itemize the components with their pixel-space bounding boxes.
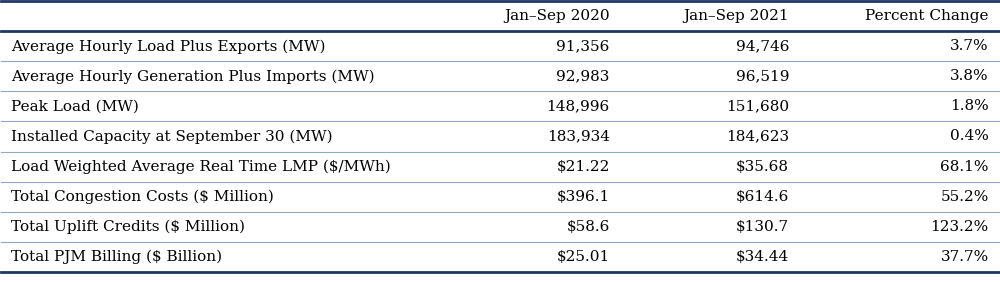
Text: Total Congestion Costs ($ Million): Total Congestion Costs ($ Million) — [11, 189, 274, 204]
Text: $130.7: $130.7 — [736, 220, 789, 233]
Text: Total PJM Billing ($ Billion): Total PJM Billing ($ Billion) — [11, 249, 222, 264]
Text: 96,519: 96,519 — [736, 69, 789, 83]
Text: 55.2%: 55.2% — [940, 190, 989, 204]
Text: 148,996: 148,996 — [546, 100, 610, 113]
Text: $35.68: $35.68 — [736, 160, 789, 173]
Text: 37.7%: 37.7% — [940, 250, 989, 264]
Text: $21.22: $21.22 — [556, 160, 610, 173]
Text: $34.44: $34.44 — [736, 250, 789, 264]
Text: 183,934: 183,934 — [547, 129, 610, 144]
Text: Total Uplift Credits ($ Million): Total Uplift Credits ($ Million) — [11, 219, 245, 234]
Text: 68.1%: 68.1% — [940, 160, 989, 173]
Text: $614.6: $614.6 — [736, 190, 789, 204]
Text: 0.4%: 0.4% — [950, 129, 989, 144]
Text: Jan–Sep 2021: Jan–Sep 2021 — [684, 9, 789, 23]
Text: Peak Load (MW): Peak Load (MW) — [11, 100, 139, 113]
Text: 123.2%: 123.2% — [930, 220, 989, 233]
Text: 151,680: 151,680 — [726, 100, 789, 113]
Text: $58.6: $58.6 — [566, 220, 610, 233]
Text: Jan–Sep 2020: Jan–Sep 2020 — [504, 9, 610, 23]
Text: Load Weighted Average Real Time LMP ($/MWh): Load Weighted Average Real Time LMP ($/M… — [11, 159, 391, 174]
Text: 3.7%: 3.7% — [950, 39, 989, 53]
Text: 3.8%: 3.8% — [950, 69, 989, 83]
Text: 184,623: 184,623 — [726, 129, 789, 144]
Text: $25.01: $25.01 — [556, 250, 610, 264]
Text: 1.8%: 1.8% — [950, 100, 989, 113]
Text: $396.1: $396.1 — [556, 190, 610, 204]
Text: 91,356: 91,356 — [556, 39, 610, 53]
Text: Percent Change: Percent Change — [865, 9, 989, 23]
Text: Average Hourly Load Plus Exports (MW): Average Hourly Load Plus Exports (MW) — [11, 39, 326, 54]
Text: 94,746: 94,746 — [736, 39, 789, 53]
Text: 92,983: 92,983 — [556, 69, 610, 83]
Text: Installed Capacity at September 30 (MW): Installed Capacity at September 30 (MW) — [11, 129, 333, 144]
Text: Average Hourly Generation Plus Imports (MW): Average Hourly Generation Plus Imports (… — [11, 69, 375, 84]
